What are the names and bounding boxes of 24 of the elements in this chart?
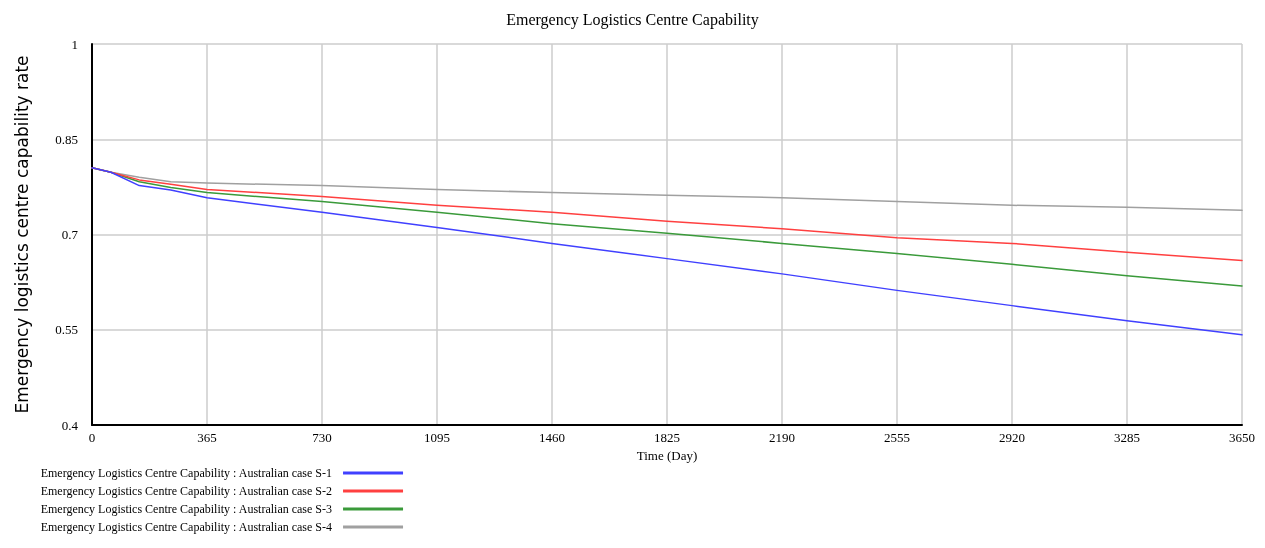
x-tick-label: 2190 <box>769 430 795 445</box>
x-tick-label: 2555 <box>884 430 910 445</box>
y-tick-label: 0.7 <box>61 227 79 242</box>
legend-label: Emergency Logistics Centre Capability : Australian case S-4 <box>40 520 333 534</box>
legend-label: Emergency Logistics Centre Capability : Australian case S-2 <box>40 484 333 498</box>
x-tick-label: 3285 <box>1114 430 1140 445</box>
x-tick-label: 2920 <box>999 430 1025 445</box>
line-series <box>91 167 1243 336</box>
x-axis-title: Time (Day) <box>636 447 698 463</box>
y-axis-title: Emergency logistics centre capability rate <box>11 55 32 414</box>
x-tick-label: 0 <box>88 430 96 445</box>
x-tick-label: 1460 <box>539 430 565 445</box>
x-tick-label: 1095 <box>424 430 450 445</box>
x-tick-label: 365 <box>197 430 217 445</box>
x-tick-label: 730 <box>312 430 332 445</box>
y-tick-label: 1 <box>71 36 78 52</box>
y-tick-label: 0.4 <box>61 417 79 433</box>
x-tick-label: 3650 <box>1229 430 1255 445</box>
y-tick-label: 0.55 <box>55 322 78 338</box>
chart-title: Emergency Logistics Centre Capability <box>506 10 759 29</box>
x-tick-label: 1825 <box>654 430 680 445</box>
legend-label: Emergency Logistics Centre Capability : Australian case S-3 <box>40 502 333 516</box>
legend-label: Emergency Logistics Centre Capability : Australian case S-1 <box>40 466 333 480</box>
y-tick-label: 0.85 <box>55 131 78 147</box>
